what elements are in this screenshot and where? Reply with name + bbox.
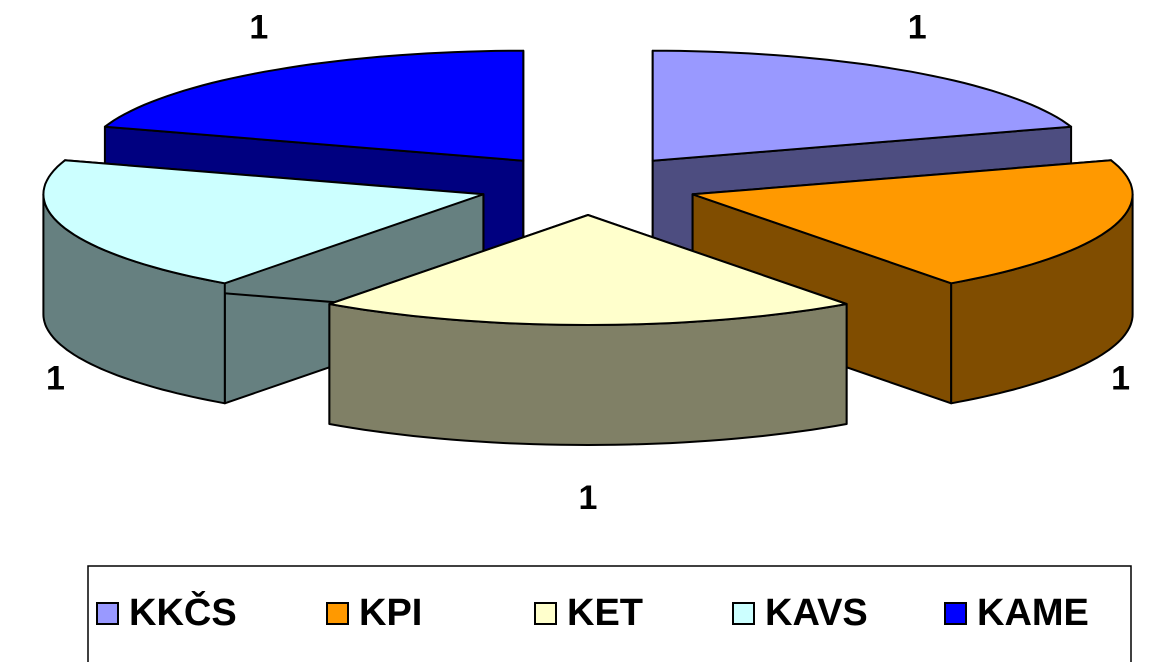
slice [691, 159, 1134, 285]
data-label: 1 [46, 359, 65, 397]
slice [42, 159, 485, 285]
legend-label: KPI [359, 592, 422, 634]
legend-label: KKČS [129, 589, 237, 634]
legend-swatch [534, 602, 557, 625]
data-label: 1 [1111, 359, 1130, 397]
legend-swatch [96, 602, 119, 625]
legend-label: KET [567, 592, 643, 634]
legend-label: KAME [977, 592, 1089, 634]
legend-swatch [944, 602, 967, 625]
data-label: 1 [579, 479, 598, 517]
data-label: 1 [908, 9, 927, 47]
data-label: 1 [249, 9, 268, 47]
legend-swatch [326, 602, 349, 625]
slice [651, 49, 1073, 162]
legend-label: KAVS [765, 592, 868, 634]
slice [328, 214, 848, 326]
legend-swatch [732, 602, 755, 625]
slice [103, 49, 525, 162]
